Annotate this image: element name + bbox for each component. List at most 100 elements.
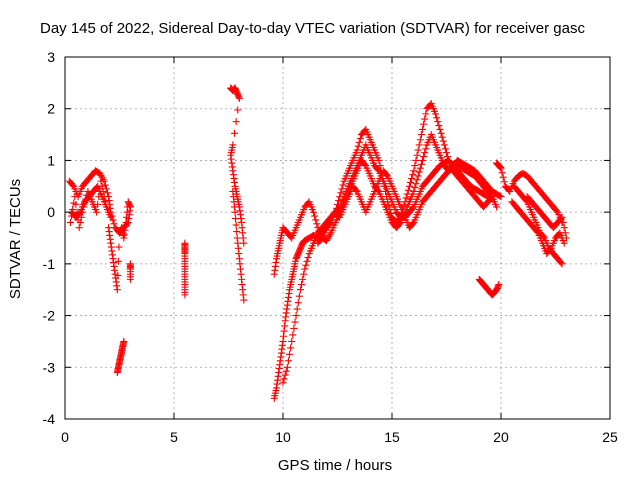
data-point	[497, 193, 505, 201]
data-point	[443, 149, 450, 157]
data-point	[421, 149, 429, 157]
data-point	[339, 181, 347, 189]
data-point	[402, 194, 410, 202]
series-s4	[105, 198, 134, 294]
data-point	[66, 218, 74, 226]
data-point	[558, 260, 566, 268]
data-point	[289, 331, 297, 339]
data-point	[298, 281, 306, 289]
data-point	[438, 133, 446, 141]
data-point	[311, 212, 319, 220]
chart-title: Day 145 of 2022, Sidereal Day-to-day VTE…	[40, 20, 585, 37]
x-tick-label: 25	[602, 429, 618, 445]
data-point	[288, 337, 296, 345]
series-s3	[66, 177, 109, 232]
data-point	[335, 204, 343, 212]
x-tick-label: 10	[275, 429, 291, 445]
data-point	[301, 265, 309, 273]
data-point	[294, 299, 302, 307]
data-point	[432, 110, 440, 118]
data-point	[496, 192, 504, 200]
y-tick-label: -2	[43, 308, 56, 324]
data-point	[408, 175, 416, 183]
data-point	[115, 243, 123, 251]
data-point	[553, 207, 561, 215]
data-point	[493, 203, 501, 211]
data-point	[404, 186, 412, 194]
data-point	[413, 176, 421, 184]
data-point	[235, 94, 243, 102]
data-point	[232, 118, 240, 126]
data-point	[100, 193, 108, 201]
y-tick-label: -3	[43, 359, 56, 375]
data-point	[126, 260, 134, 268]
data-point	[280, 375, 288, 383]
data-point	[94, 200, 102, 208]
data-point	[419, 125, 427, 133]
x-tick-label: 5	[170, 429, 178, 445]
y-tick-label: 0	[47, 204, 55, 220]
data-point	[181, 239, 189, 247]
data-point	[498, 169, 506, 177]
data-point	[557, 259, 565, 267]
data-point	[414, 146, 422, 154]
data-point	[337, 189, 345, 197]
data-point	[437, 129, 445, 137]
grid-layer	[65, 57, 610, 419]
data-point	[356, 134, 364, 142]
data-point	[353, 146, 361, 154]
data-point	[296, 286, 304, 294]
data-point	[126, 203, 134, 211]
data-point	[293, 305, 301, 313]
data-point	[400, 202, 408, 210]
data-point	[497, 164, 505, 172]
data-point	[385, 202, 393, 210]
data-point	[279, 379, 287, 387]
series-s5	[113, 337, 128, 376]
data-point	[562, 234, 570, 242]
data-point	[99, 187, 107, 195]
data-point	[415, 141, 423, 149]
data-point	[410, 187, 418, 195]
data-points	[65, 84, 570, 402]
data-point	[560, 239, 568, 247]
series-s17	[523, 193, 570, 242]
data-point	[303, 257, 311, 265]
data-point	[287, 344, 295, 352]
axis-ticks: 0 5 10 15 20 25 -4 -3 -2 -1 0 1 2 3	[43, 49, 618, 445]
x-tick-label: 15	[384, 429, 400, 445]
plot-frame	[64, 56, 611, 420]
data-point	[80, 203, 88, 211]
data-point	[107, 213, 115, 221]
series-s8	[227, 84, 248, 304]
data-point	[300, 270, 308, 278]
data-point	[93, 208, 101, 216]
data-point	[317, 235, 325, 243]
data-point	[78, 208, 86, 216]
data-point	[441, 145, 449, 153]
data-point	[557, 215, 565, 223]
data-point	[354, 142, 362, 150]
y-tick-label: -4	[43, 411, 56, 427]
data-point	[69, 206, 77, 214]
data-point	[69, 181, 77, 189]
data-point	[407, 178, 415, 186]
data-point	[71, 193, 79, 201]
data-point	[434, 118, 442, 126]
y-axis-label: SDTVAR / TECUs	[7, 179, 24, 299]
data-point	[420, 153, 428, 161]
data-point	[417, 131, 425, 139]
x-tick-label: 20	[493, 429, 509, 445]
data-point	[419, 156, 427, 164]
data-point	[81, 199, 89, 207]
data-point	[414, 172, 422, 180]
data-point	[412, 180, 420, 188]
data-point	[113, 286, 121, 294]
data-point	[375, 156, 383, 164]
data-point	[101, 198, 109, 206]
data-point	[232, 215, 240, 223]
data-point	[335, 197, 343, 205]
data-point	[304, 253, 312, 261]
data-point	[440, 141, 448, 149]
data-point	[97, 177, 105, 185]
